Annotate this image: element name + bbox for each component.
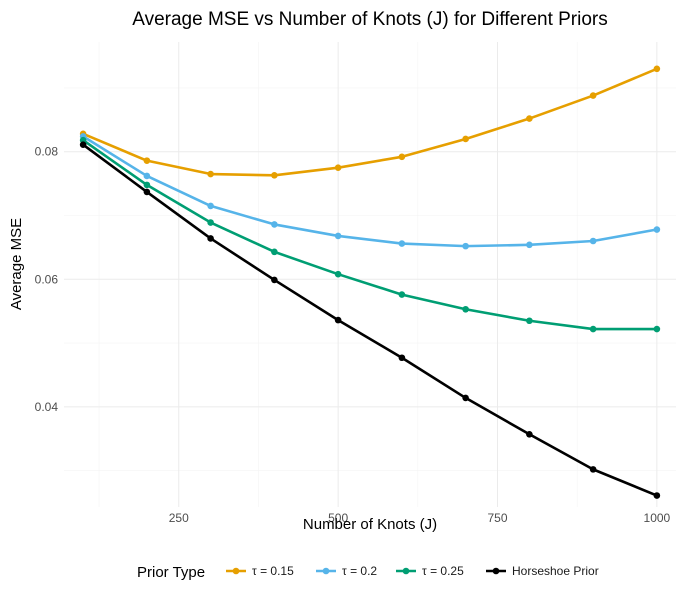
y-tick-label: 0.04 [35, 400, 59, 414]
legend-item-1-key-point [232, 567, 240, 575]
series-1-line [81, 67, 659, 177]
series-2 [79, 133, 661, 250]
legend-item-4: Horseshoe Prior [486, 564, 599, 578]
series-1-point [653, 65, 661, 73]
series-3 [79, 136, 661, 333]
series-2-point [207, 202, 214, 210]
legend-item-3-label: τ = 0.25 [422, 564, 464, 578]
series-2-point [398, 240, 406, 247]
series-4-line [81, 143, 659, 497]
series-3-point [398, 291, 406, 298]
series-4-point [334, 316, 342, 324]
legend-title: Prior Type [137, 564, 205, 581]
series-2-point [653, 226, 661, 233]
legend: Prior Type τ = 0.15 τ = 0.2 τ = 0.25 Horses… [137, 564, 599, 581]
series-3-point [653, 325, 661, 333]
series-2-point [462, 242, 469, 250]
series-4-point [271, 276, 278, 284]
legend-item-4-key-point [492, 567, 500, 575]
y-axis-tick-labels: 0.04 0.06 0.08 [35, 145, 59, 414]
y-tick-label: 0.06 [35, 272, 59, 286]
legend-item-2: τ = 0.2 [316, 564, 377, 578]
x-tick-label: 750 [487, 511, 507, 525]
series-2-point [334, 232, 342, 240]
series-4-point [526, 430, 533, 438]
series-3-point [526, 317, 533, 325]
series-4-point [79, 141, 87, 148]
series-3-point [207, 219, 214, 226]
series-1-point [207, 170, 214, 178]
series-1-point [143, 157, 151, 164]
legend-item-1: τ = 0.15 [226, 564, 294, 578]
series-1 [79, 65, 661, 179]
x-tick-label: 1000 [644, 511, 671, 525]
series-2-point [143, 172, 151, 180]
legend-item-1-label: τ = 0.15 [252, 564, 294, 578]
series-1-point [462, 135, 469, 143]
series-3-point [462, 305, 469, 313]
series-4-point [143, 188, 151, 196]
plot-series [79, 65, 661, 499]
series-1-point [589, 92, 597, 99]
series-2-line [81, 135, 659, 248]
y-tick-label: 0.08 [35, 145, 59, 159]
legend-item-2-key-point [322, 567, 330, 575]
legend-item-3-key-point [402, 567, 410, 575]
series-1-point [334, 164, 342, 171]
x-tick-label: 500 [328, 511, 348, 525]
x-tick-label: 250 [169, 511, 189, 525]
series-3-point [589, 325, 597, 333]
x-axis-tick-labels: 250 500 750 1000 [169, 511, 671, 525]
series-3-line [81, 138, 659, 331]
series-2-point [526, 241, 533, 249]
series-3-point [143, 181, 151, 189]
chart-title: Average MSE vs Number of Knots (J) for D… [132, 9, 608, 30]
series-4 [79, 141, 661, 499]
legend-item-3: τ = 0.25 [396, 564, 464, 578]
plot-gridlines [64, 42, 676, 507]
series-1-point [271, 172, 278, 179]
series-4-point [589, 466, 597, 473]
series-1-point [526, 115, 533, 122]
series-3-point [334, 270, 342, 278]
series-1-point [398, 153, 406, 161]
y-axis-title: Average MSE [8, 218, 25, 310]
legend-item-2-label: τ = 0.2 [342, 564, 377, 578]
series-4-point [207, 235, 214, 242]
legend-item-4-label: Horseshoe Prior [512, 564, 599, 578]
series-2-point [271, 221, 278, 228]
series-2-point [589, 237, 597, 245]
series-4-point [653, 492, 661, 499]
series-3-point [271, 248, 278, 256]
series-4-point [462, 394, 469, 402]
series-4-point [398, 354, 406, 362]
x-axis-title: Number of Knots (J) [303, 516, 437, 533]
